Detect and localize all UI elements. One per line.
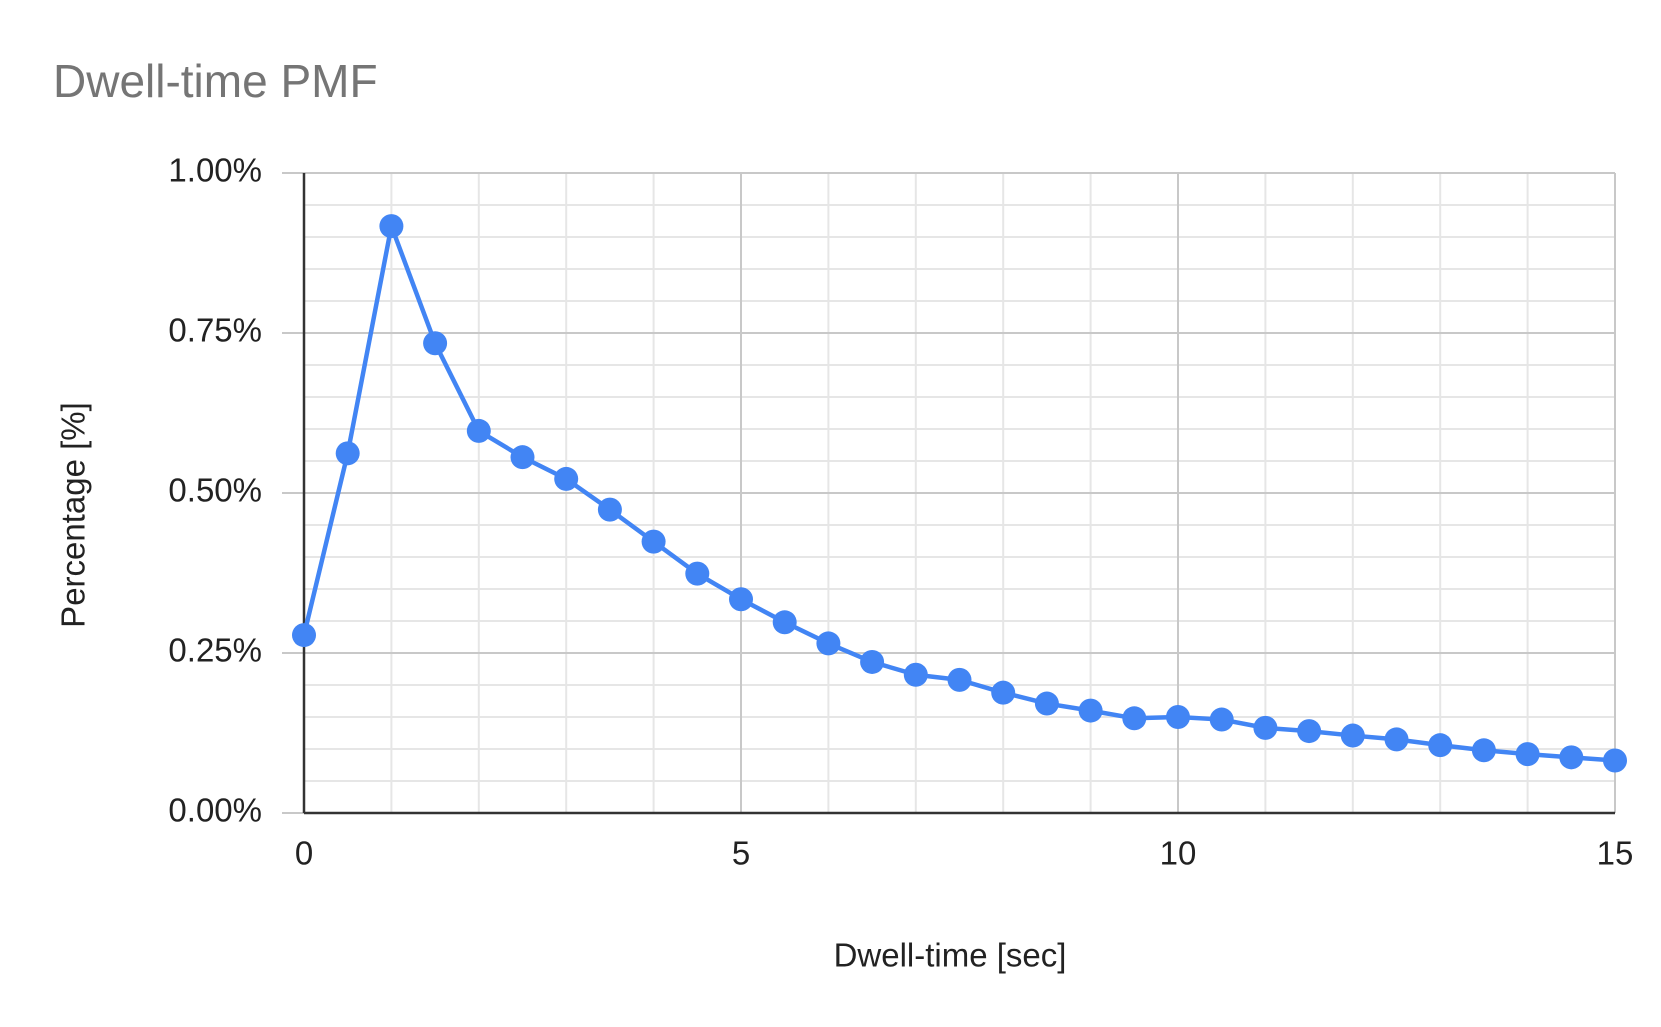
data-point <box>1166 705 1190 729</box>
data-point <box>685 561 710 586</box>
data-point <box>1471 738 1496 763</box>
data-point <box>1428 733 1453 758</box>
data-point <box>1209 707 1234 732</box>
data-point <box>1297 719 1322 744</box>
data-point <box>1122 706 1147 731</box>
chart-title: Dwell-time PMF <box>53 55 378 107</box>
data-point <box>1559 745 1584 770</box>
x-tick-label: 15 <box>1597 835 1634 872</box>
data-point <box>1515 742 1540 767</box>
data-point <box>860 649 885 674</box>
data-point <box>1078 698 1103 723</box>
x-tick-label: 10 <box>1160 835 1197 872</box>
data-point <box>292 623 316 648</box>
y-tick-label: 0.75% <box>168 312 262 349</box>
data-point <box>947 667 972 692</box>
data-point <box>641 529 666 554</box>
y-tick-label: 0.25% <box>168 632 262 669</box>
data-point <box>1384 727 1409 752</box>
x-tick-label: 5 <box>732 835 750 872</box>
data-point <box>772 610 797 635</box>
data-point <box>597 497 622 522</box>
data-point <box>991 680 1016 705</box>
data-point <box>816 631 841 656</box>
y-tick-label: 1.00% <box>168 152 262 189</box>
y-tick-label: 0.00% <box>168 792 262 829</box>
x-tick-label: 0 <box>295 835 313 872</box>
data-point <box>1603 748 1627 773</box>
data-point <box>1253 715 1278 740</box>
y-axis-label: Percentage [%] <box>55 402 92 628</box>
y-tick-label: 0.50% <box>168 472 262 509</box>
data-point <box>903 662 928 687</box>
data-point <box>335 441 360 466</box>
data-point <box>1034 691 1059 716</box>
data-point <box>554 466 579 491</box>
data-point <box>1340 723 1365 748</box>
data-point <box>729 587 753 612</box>
x-axis-label: Dwell-time [sec] <box>834 937 1067 974</box>
data-point <box>466 418 491 443</box>
data-point <box>379 214 404 239</box>
data-point <box>510 445 535 470</box>
data-point <box>423 331 448 356</box>
